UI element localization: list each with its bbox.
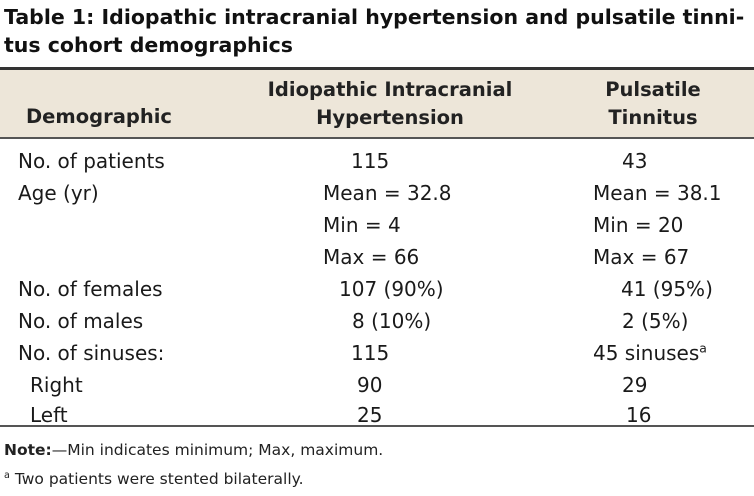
table-title: Table 1: Idiopathic intracranial hyperte… (4, 3, 746, 59)
footnote-marker: a (4, 469, 10, 481)
row-label-patients: No. of patients (18, 149, 165, 173)
header-demographic: Demographic (26, 105, 172, 128)
row-pt-right: 29 (622, 373, 648, 397)
row-pt-patients: 43 (622, 149, 648, 173)
header-pt: Pulsatile Tinnitus (560, 76, 746, 132)
row-iih-age-mean: Mean = 32.8 (323, 181, 452, 205)
row-pt-age-max: Max = 67 (593, 245, 690, 269)
row-iih-age-min: Min = 4 (323, 213, 401, 237)
row-label-males: No. of males (18, 309, 144, 333)
row-label-females: No. of females (18, 277, 163, 301)
row-pt-left: 16 (626, 403, 652, 427)
table-top-rule (0, 67, 754, 70)
row-iih-females: 107 (90%) (339, 277, 444, 301)
row-pt-age-min: Min = 20 (593, 213, 684, 237)
table-header: Demographic Idiopathic Intracranial Hype… (0, 70, 754, 137)
row-pt-age-mean: Mean = 38.1 (593, 181, 722, 205)
row-label-sinuses: No. of sinuses: (18, 341, 165, 365)
table-title-line-1: Table 1: Idiopathic intracranial hyperte… (4, 5, 745, 29)
header-iih-line-1: Idiopathic Intracranial (267, 78, 513, 101)
table-bottom-rule (0, 425, 754, 427)
row-label-left: Left (30, 403, 68, 427)
row-iih-males: 8 (10%) (352, 309, 432, 333)
table-note: Note:—Min indicates minimum; Max, maximu… (4, 440, 383, 460)
row-label-right: Right (30, 373, 83, 397)
row-label-age: Age (yr) (18, 181, 99, 205)
footnote-text: Two patients were stented bilaterally. (14, 470, 304, 488)
header-iih: Idiopathic Intracranial Hypertension (240, 76, 540, 132)
row-pt-sinuses-value: 45 sinuses (593, 341, 700, 365)
row-iih-sinuses: 115 (351, 341, 390, 365)
footnote-marker-a: a (699, 340, 707, 356)
row-iih-left: 25 (357, 403, 383, 427)
row-iih-age-max: Max = 66 (323, 245, 420, 269)
header-pt-line-1: Pulsatile (605, 78, 701, 101)
table-title-line-2: tus cohort demographics (4, 33, 293, 57)
table-footnote: a Two patients were stented bilaterally. (4, 469, 304, 489)
demographics-table: Demographic Idiopathic Intracranial Hype… (0, 67, 754, 427)
row-pt-females: 41 (95%) (621, 277, 713, 301)
row-pt-males: 2 (5%) (622, 309, 689, 333)
header-pt-line-2: Tinnitus (608, 106, 698, 129)
row-pt-sinuses: 45 sinusesa (593, 337, 707, 369)
table-body: No. of patients 115 43 Age (yr) Mean = 3… (0, 139, 754, 427)
note-text: —Min indicates minimum; Max, maximum. (51, 441, 384, 459)
row-iih-patients: 115 (351, 149, 390, 173)
note-label: Note: (4, 441, 52, 459)
header-iih-line-2: Hypertension (316, 106, 464, 129)
row-iih-right: 90 (357, 373, 383, 397)
table-header-rule (0, 137, 754, 139)
